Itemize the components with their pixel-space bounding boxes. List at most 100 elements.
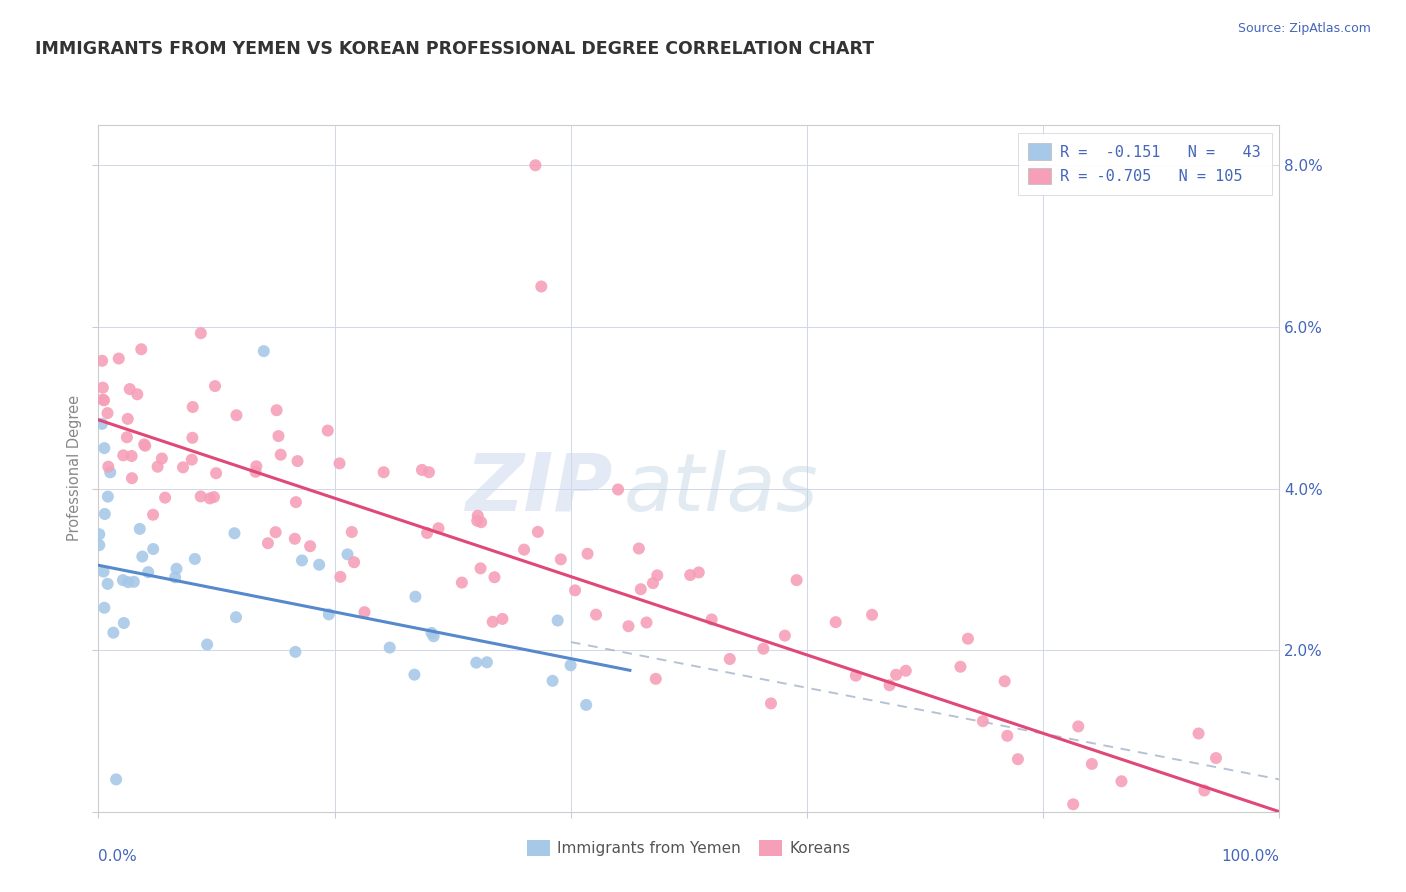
- Point: [1187, 726, 1209, 740]
- Text: 100.0%: 100.0%: [1222, 849, 1279, 864]
- Point: [465, 514, 488, 528]
- Point: [404, 590, 426, 604]
- Point: [884, 667, 907, 681]
- Point: [224, 526, 246, 541]
- Point: [530, 279, 553, 293]
- Point: [142, 541, 165, 556]
- Point: [94, 507, 117, 521]
- Point: [475, 655, 498, 669]
- Point: [284, 645, 307, 659]
- Point: [411, 463, 433, 477]
- Point: [700, 612, 723, 626]
- Y-axis label: Professional Degree: Professional Degree: [67, 395, 83, 541]
- Point: [128, 522, 150, 536]
- Point: [636, 615, 658, 630]
- Point: [1205, 751, 1227, 765]
- Point: [91, 417, 114, 431]
- Point: [845, 668, 868, 682]
- Point: [316, 424, 339, 438]
- Point: [202, 490, 225, 504]
- Point: [198, 491, 221, 506]
- Point: [129, 342, 152, 356]
- Point: [91, 353, 114, 368]
- Point: [630, 582, 652, 597]
- Point: [688, 566, 710, 580]
- Point: [284, 495, 307, 509]
- Point: [481, 615, 503, 629]
- Point: [527, 524, 550, 539]
- Point: [264, 525, 287, 540]
- Point: [541, 673, 564, 688]
- Point: [645, 568, 668, 582]
- Point: [404, 667, 426, 681]
- Point: [773, 629, 796, 643]
- Point: [172, 460, 194, 475]
- Point: [491, 612, 513, 626]
- Point: [91, 392, 114, 407]
- Point: [484, 570, 506, 584]
- Point: [336, 548, 359, 562]
- Point: [190, 490, 212, 504]
- Point: [308, 558, 330, 572]
- Point: [93, 565, 115, 579]
- Point: [245, 459, 267, 474]
- Point: [267, 429, 290, 443]
- Point: [184, 552, 207, 566]
- Point: [121, 449, 143, 463]
- Point: [641, 576, 664, 591]
- Point: [644, 672, 666, 686]
- Point: [451, 575, 474, 590]
- Point: [328, 456, 350, 470]
- Point: [576, 547, 599, 561]
- Point: [166, 562, 188, 576]
- Point: [287, 454, 309, 468]
- Point: [329, 570, 352, 584]
- Point: [860, 607, 883, 622]
- Point: [467, 508, 489, 523]
- Point: [894, 664, 917, 678]
- Point: [575, 698, 598, 712]
- Point: [416, 526, 439, 541]
- Point: [93, 441, 115, 455]
- Point: [115, 430, 138, 444]
- Point: [956, 632, 979, 646]
- Point: [995, 729, 1018, 743]
- Legend: Immigrants from Yemen, Koreans: Immigrants from Yemen, Koreans: [520, 834, 858, 863]
- Point: [786, 573, 808, 587]
- Point: [1062, 797, 1084, 812]
- Point: [291, 553, 314, 567]
- Point: [607, 483, 630, 497]
- Point: [427, 521, 450, 535]
- Point: [824, 615, 846, 629]
- Text: ZIP: ZIP: [465, 450, 612, 528]
- Point: [180, 452, 202, 467]
- Point: [117, 575, 139, 590]
- Point: [420, 626, 443, 640]
- Point: [343, 555, 366, 569]
- Point: [418, 465, 440, 479]
- Point: [89, 527, 111, 541]
- Point: [627, 541, 650, 556]
- Point: [98, 466, 121, 480]
- Point: [97, 459, 120, 474]
- Point: [266, 403, 288, 417]
- Point: [142, 508, 165, 522]
- Point: [146, 459, 169, 474]
- Point: [617, 619, 640, 633]
- Point: [564, 583, 586, 598]
- Point: [972, 714, 994, 728]
- Point: [111, 573, 134, 587]
- Point: [1067, 719, 1090, 733]
- Point: [136, 565, 159, 579]
- Point: [97, 490, 120, 504]
- Point: [195, 638, 218, 652]
- Point: [465, 656, 488, 670]
- Point: [93, 600, 115, 615]
- Point: [1194, 783, 1216, 797]
- Point: [134, 439, 156, 453]
- Point: [150, 451, 173, 466]
- Text: Source: ZipAtlas.com: Source: ZipAtlas.com: [1237, 22, 1371, 36]
- Point: [718, 652, 741, 666]
- Point: [879, 678, 901, 692]
- Point: [257, 536, 280, 550]
